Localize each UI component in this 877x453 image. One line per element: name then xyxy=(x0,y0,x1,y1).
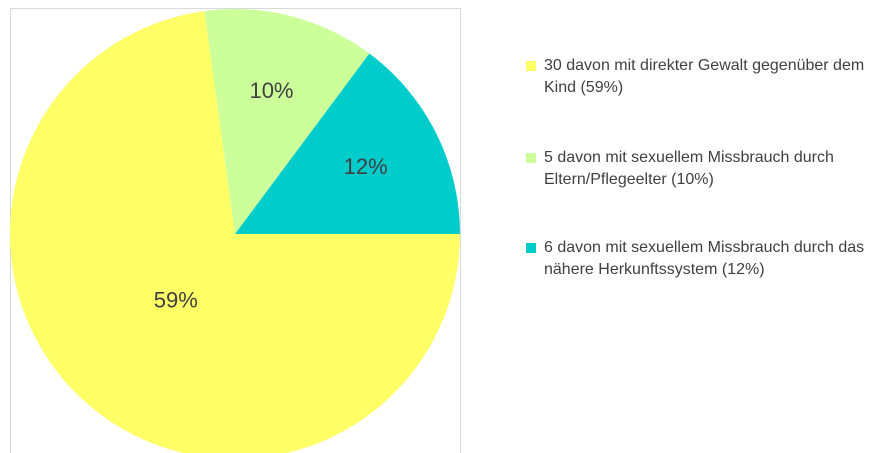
legend-item: 30 davon mit direkter Gewalt gegenüber d… xyxy=(526,55,871,99)
data-label: 59% xyxy=(154,288,198,313)
data-label: 12% xyxy=(344,154,388,179)
pie-slice xyxy=(204,8,370,234)
pie-slice xyxy=(235,53,461,235)
legend-swatch xyxy=(526,243,536,253)
data-label: 10% xyxy=(249,78,293,103)
legend-swatch xyxy=(526,153,536,163)
legend-label: 6 davon mit sexuellem Missbrauch durch d… xyxy=(544,239,865,278)
pie-slice xyxy=(10,11,460,453)
legend-label: 30 davon mit direkter Gewalt gegenüber d… xyxy=(544,57,865,96)
legend-item: 5 davon mit sexuellem Missbrauch durch E… xyxy=(526,147,871,191)
legend-swatch xyxy=(526,61,536,71)
legend-label: 5 davon mit sexuellem Missbrauch durch E… xyxy=(544,149,834,188)
legend-item: 6 davon mit sexuellem Missbrauch durch d… xyxy=(526,237,871,281)
